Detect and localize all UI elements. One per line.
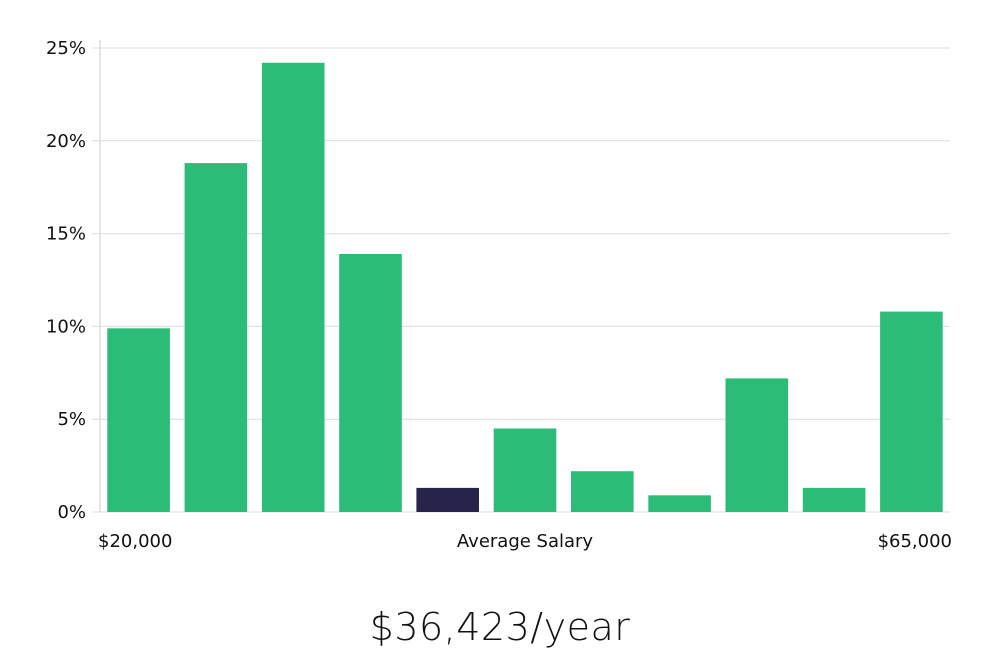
y-tick-label: 10% <box>46 316 86 337</box>
y-tick-label: 25% <box>46 38 86 59</box>
average-salary-value: $36,423/year <box>369 605 631 649</box>
bar <box>571 471 634 512</box>
x-min-label: $20,000 <box>98 531 172 552</box>
bar <box>725 378 789 512</box>
x-axis-labels: $20,000 Average Salary $65,000 <box>98 531 952 552</box>
y-tick-label: 5% <box>57 409 86 430</box>
y-axis-ticks: 0% 5% 10% 15% 20% 25% <box>46 38 86 523</box>
x-max-label: $65,000 <box>878 531 952 552</box>
bar-highlighted <box>416 487 479 512</box>
bar <box>261 62 325 513</box>
bar <box>339 254 402 512</box>
x-axis-title: Average Salary <box>457 531 594 552</box>
salary-histogram: 0% 5% 10% 15% 20% 25% $20,000 Average Salary … <box>46 38 952 552</box>
bar <box>107 328 170 512</box>
y-tick-label: 0% <box>57 502 86 523</box>
bar <box>880 311 943 512</box>
bar <box>802 487 866 512</box>
bar <box>493 428 557 512</box>
y-tick-label: 15% <box>46 224 86 245</box>
bars <box>107 62 943 513</box>
y-tick-label: 20% <box>46 131 86 152</box>
bar <box>648 495 711 512</box>
bar <box>184 163 248 512</box>
